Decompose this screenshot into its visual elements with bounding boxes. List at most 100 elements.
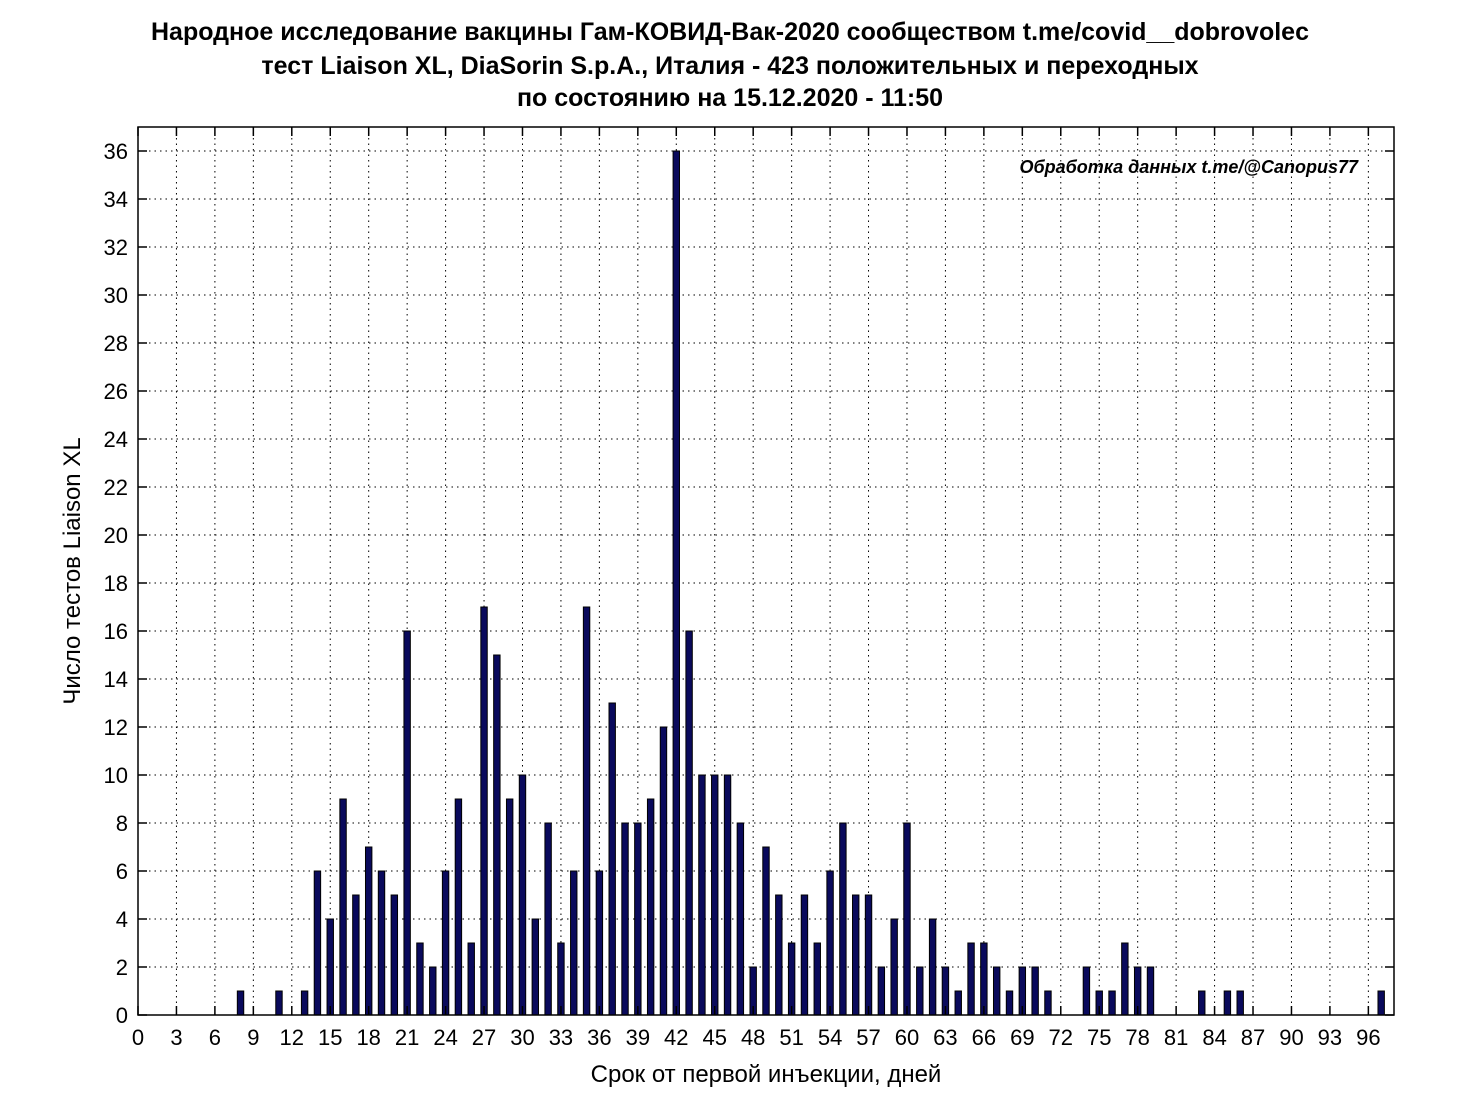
x-tick-label: 90	[1279, 1025, 1303, 1050]
y-tick-label: 30	[104, 283, 128, 308]
x-tick-label: 87	[1241, 1025, 1265, 1050]
bar	[505, 798, 514, 1016]
bar	[531, 918, 540, 1016]
bar	[659, 726, 668, 1016]
bar	[852, 894, 860, 1016]
bar	[736, 822, 745, 1016]
chart-title-line-1: Народное исследование вакцины Гам-КОВИД-…	[151, 18, 1309, 46]
bar	[800, 894, 809, 1016]
x-tick-label: 96	[1356, 1025, 1380, 1050]
bar	[685, 630, 693, 1016]
x-tick-label: 75	[1087, 1025, 1111, 1050]
x-tick-label: 9	[247, 1025, 259, 1050]
x-tick-label: 78	[1125, 1025, 1149, 1050]
x-tick-label: 81	[1164, 1025, 1188, 1050]
x-tick-label: 33	[549, 1025, 573, 1050]
x-axis-label: Срок от первой инъекции, дней	[591, 1061, 942, 1088]
bar	[928, 918, 937, 1016]
bar	[429, 966, 437, 1016]
bar	[877, 966, 886, 1016]
bars	[236, 150, 1385, 1016]
bar	[992, 966, 1001, 1016]
bar	[1044, 990, 1052, 1016]
x-tick-label: 72	[1049, 1025, 1073, 1050]
bar	[1005, 990, 1014, 1016]
bar	[544, 822, 552, 1016]
x-tick-label: 39	[626, 1025, 650, 1050]
bar	[480, 606, 488, 1016]
bar	[518, 774, 527, 1016]
bar	[582, 606, 591, 1016]
x-tick-label: 0	[132, 1025, 144, 1050]
bar	[300, 990, 309, 1016]
x-tick-label: 69	[1010, 1025, 1034, 1050]
bar	[1377, 990, 1385, 1016]
bar	[1223, 990, 1232, 1016]
plot-frame	[137, 126, 1395, 1016]
x-tick-label: 18	[356, 1025, 380, 1050]
y-tick-label: 0	[116, 1003, 128, 1028]
x-tick-label: 51	[779, 1025, 803, 1050]
y-tick-label: 32	[104, 235, 128, 260]
y-tick-label: 6	[116, 859, 128, 884]
bar	[723, 774, 732, 1016]
bar	[1146, 966, 1155, 1016]
bar	[595, 870, 604, 1016]
bar	[608, 702, 616, 1016]
bar	[916, 966, 924, 1016]
bar	[390, 894, 399, 1016]
bar	[275, 990, 283, 1016]
bar	[326, 918, 334, 1016]
y-tick-label: 20	[104, 523, 128, 548]
y-tick-label: 22	[104, 475, 128, 500]
bar	[903, 822, 911, 1016]
bar	[493, 654, 501, 1016]
bar	[1108, 990, 1116, 1016]
bar	[352, 894, 360, 1016]
bar	[890, 918, 898, 1016]
bar	[364, 846, 373, 1016]
bar	[967, 942, 975, 1016]
y-tick-label: 34	[104, 187, 128, 212]
y-tick-label: 36	[104, 139, 128, 164]
y-tick-label: 26	[104, 379, 128, 404]
x-tick-label: 30	[510, 1025, 534, 1050]
y-tick-label: 2	[116, 955, 128, 980]
chart-title-line-2: тест Liaison XL, DiaSorin S.p.A., Италия…	[261, 52, 1199, 80]
bar	[646, 798, 655, 1016]
bar	[787, 942, 796, 1016]
y-tick-label: 18	[104, 571, 128, 596]
y-tick-label: 24	[104, 427, 128, 452]
bar	[377, 870, 386, 1016]
x-tick-label: 36	[587, 1025, 611, 1050]
x-tick-label: 48	[741, 1025, 765, 1050]
bar	[1236, 990, 1244, 1016]
bar	[403, 630, 411, 1016]
bar	[313, 870, 322, 1016]
bar	[416, 942, 424, 1016]
bar	[454, 798, 463, 1016]
bar	[775, 894, 783, 1016]
y-tick-label: 12	[104, 715, 128, 740]
bar	[1031, 966, 1039, 1016]
bar	[826, 870, 834, 1016]
bar	[634, 822, 642, 1016]
x-tick-label: 3	[170, 1025, 182, 1050]
bar	[1082, 966, 1091, 1016]
bar	[570, 870, 578, 1016]
bar	[762, 846, 770, 1016]
y-tick-label: 4	[116, 907, 128, 932]
x-tick-label: 6	[209, 1025, 221, 1050]
x-tick-label: 66	[972, 1025, 996, 1050]
y-axis-label: Число тестов Liaison XL	[59, 437, 86, 704]
x-tick-label: 42	[664, 1025, 688, 1050]
bar	[557, 942, 565, 1016]
x-tick-label: 93	[1318, 1025, 1342, 1050]
y-tick-label: 16	[104, 619, 128, 644]
bar	[621, 822, 629, 1016]
x-tick-label: 15	[318, 1025, 342, 1050]
y-tick-label: 28	[104, 331, 128, 356]
bar	[339, 798, 347, 1016]
